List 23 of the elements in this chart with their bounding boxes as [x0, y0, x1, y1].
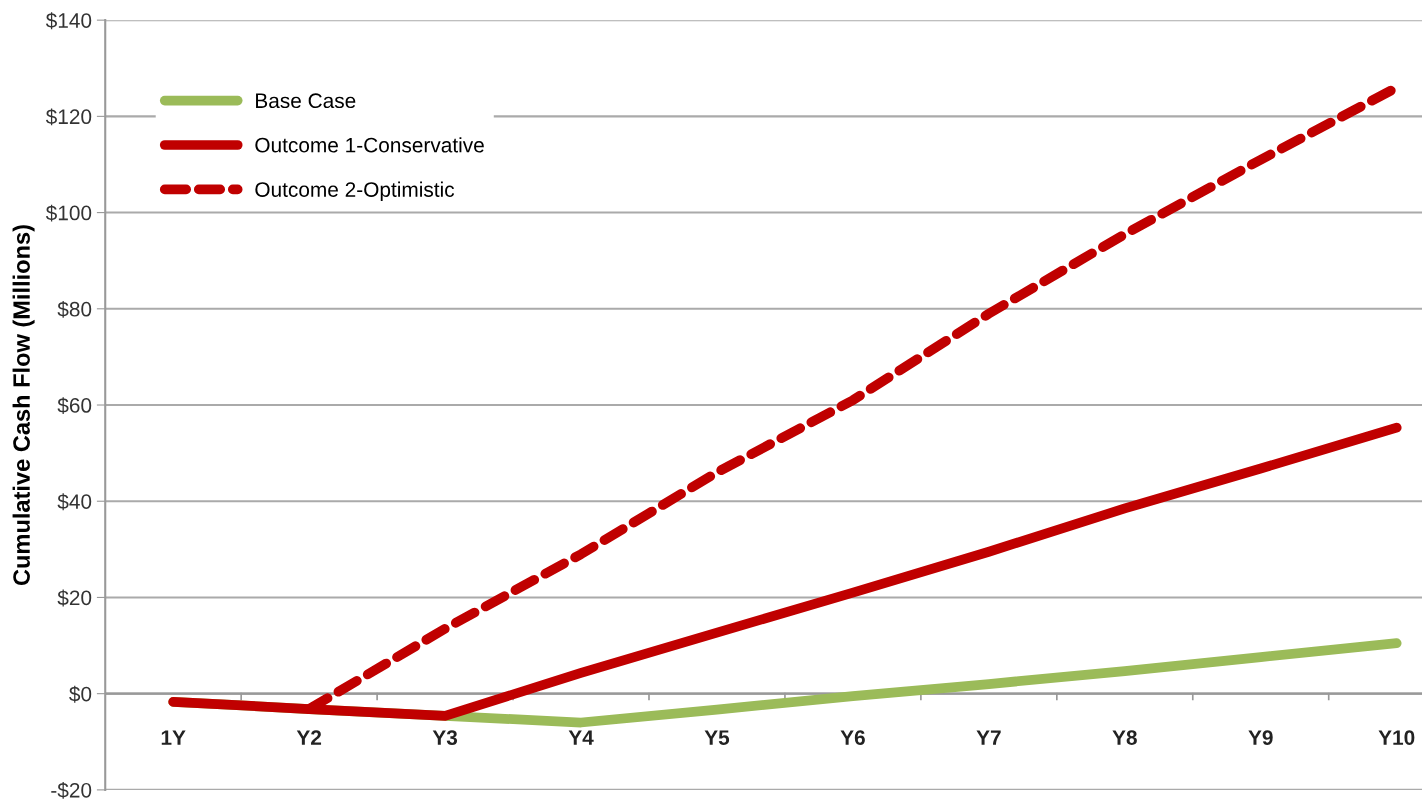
x-tick-label: Y10	[1378, 730, 1415, 745]
x-tick-label: Y7	[976, 730, 1001, 745]
y-tick-label: $100	[45, 204, 92, 222]
y-tick-label: $20	[57, 589, 92, 607]
x-tick-label: Y8	[1112, 730, 1137, 745]
x-tick-label: Y4	[568, 730, 594, 745]
legend-label: Outcome 1-Conservative	[255, 137, 484, 153]
legend-label: Base Case	[256, 93, 356, 109]
y-tick-label: $140	[45, 12, 92, 30]
y-tick-label: $120	[45, 108, 92, 126]
y-tick-label: $0	[69, 685, 92, 703]
x-tick-label: Y9	[1248, 730, 1273, 745]
x-tick-label: Y3	[432, 730, 458, 745]
y-axis-title: Cumulative Cash Flow (Millions)	[12, 225, 35, 586]
x-tick-label: 1Y	[161, 730, 186, 745]
x-tick-label: Y2	[296, 730, 322, 745]
y-tick-label: $40	[57, 493, 92, 511]
x-tick-label: Y5	[704, 730, 730, 745]
x-tick-label: Y6	[840, 730, 865, 745]
y-tick-label: $80	[57, 300, 92, 318]
legend-label: Outcome 2-Optimistic	[255, 181, 455, 202]
y-tick-label: -$20	[51, 782, 92, 799]
y-tick-label: $60	[57, 397, 92, 415]
